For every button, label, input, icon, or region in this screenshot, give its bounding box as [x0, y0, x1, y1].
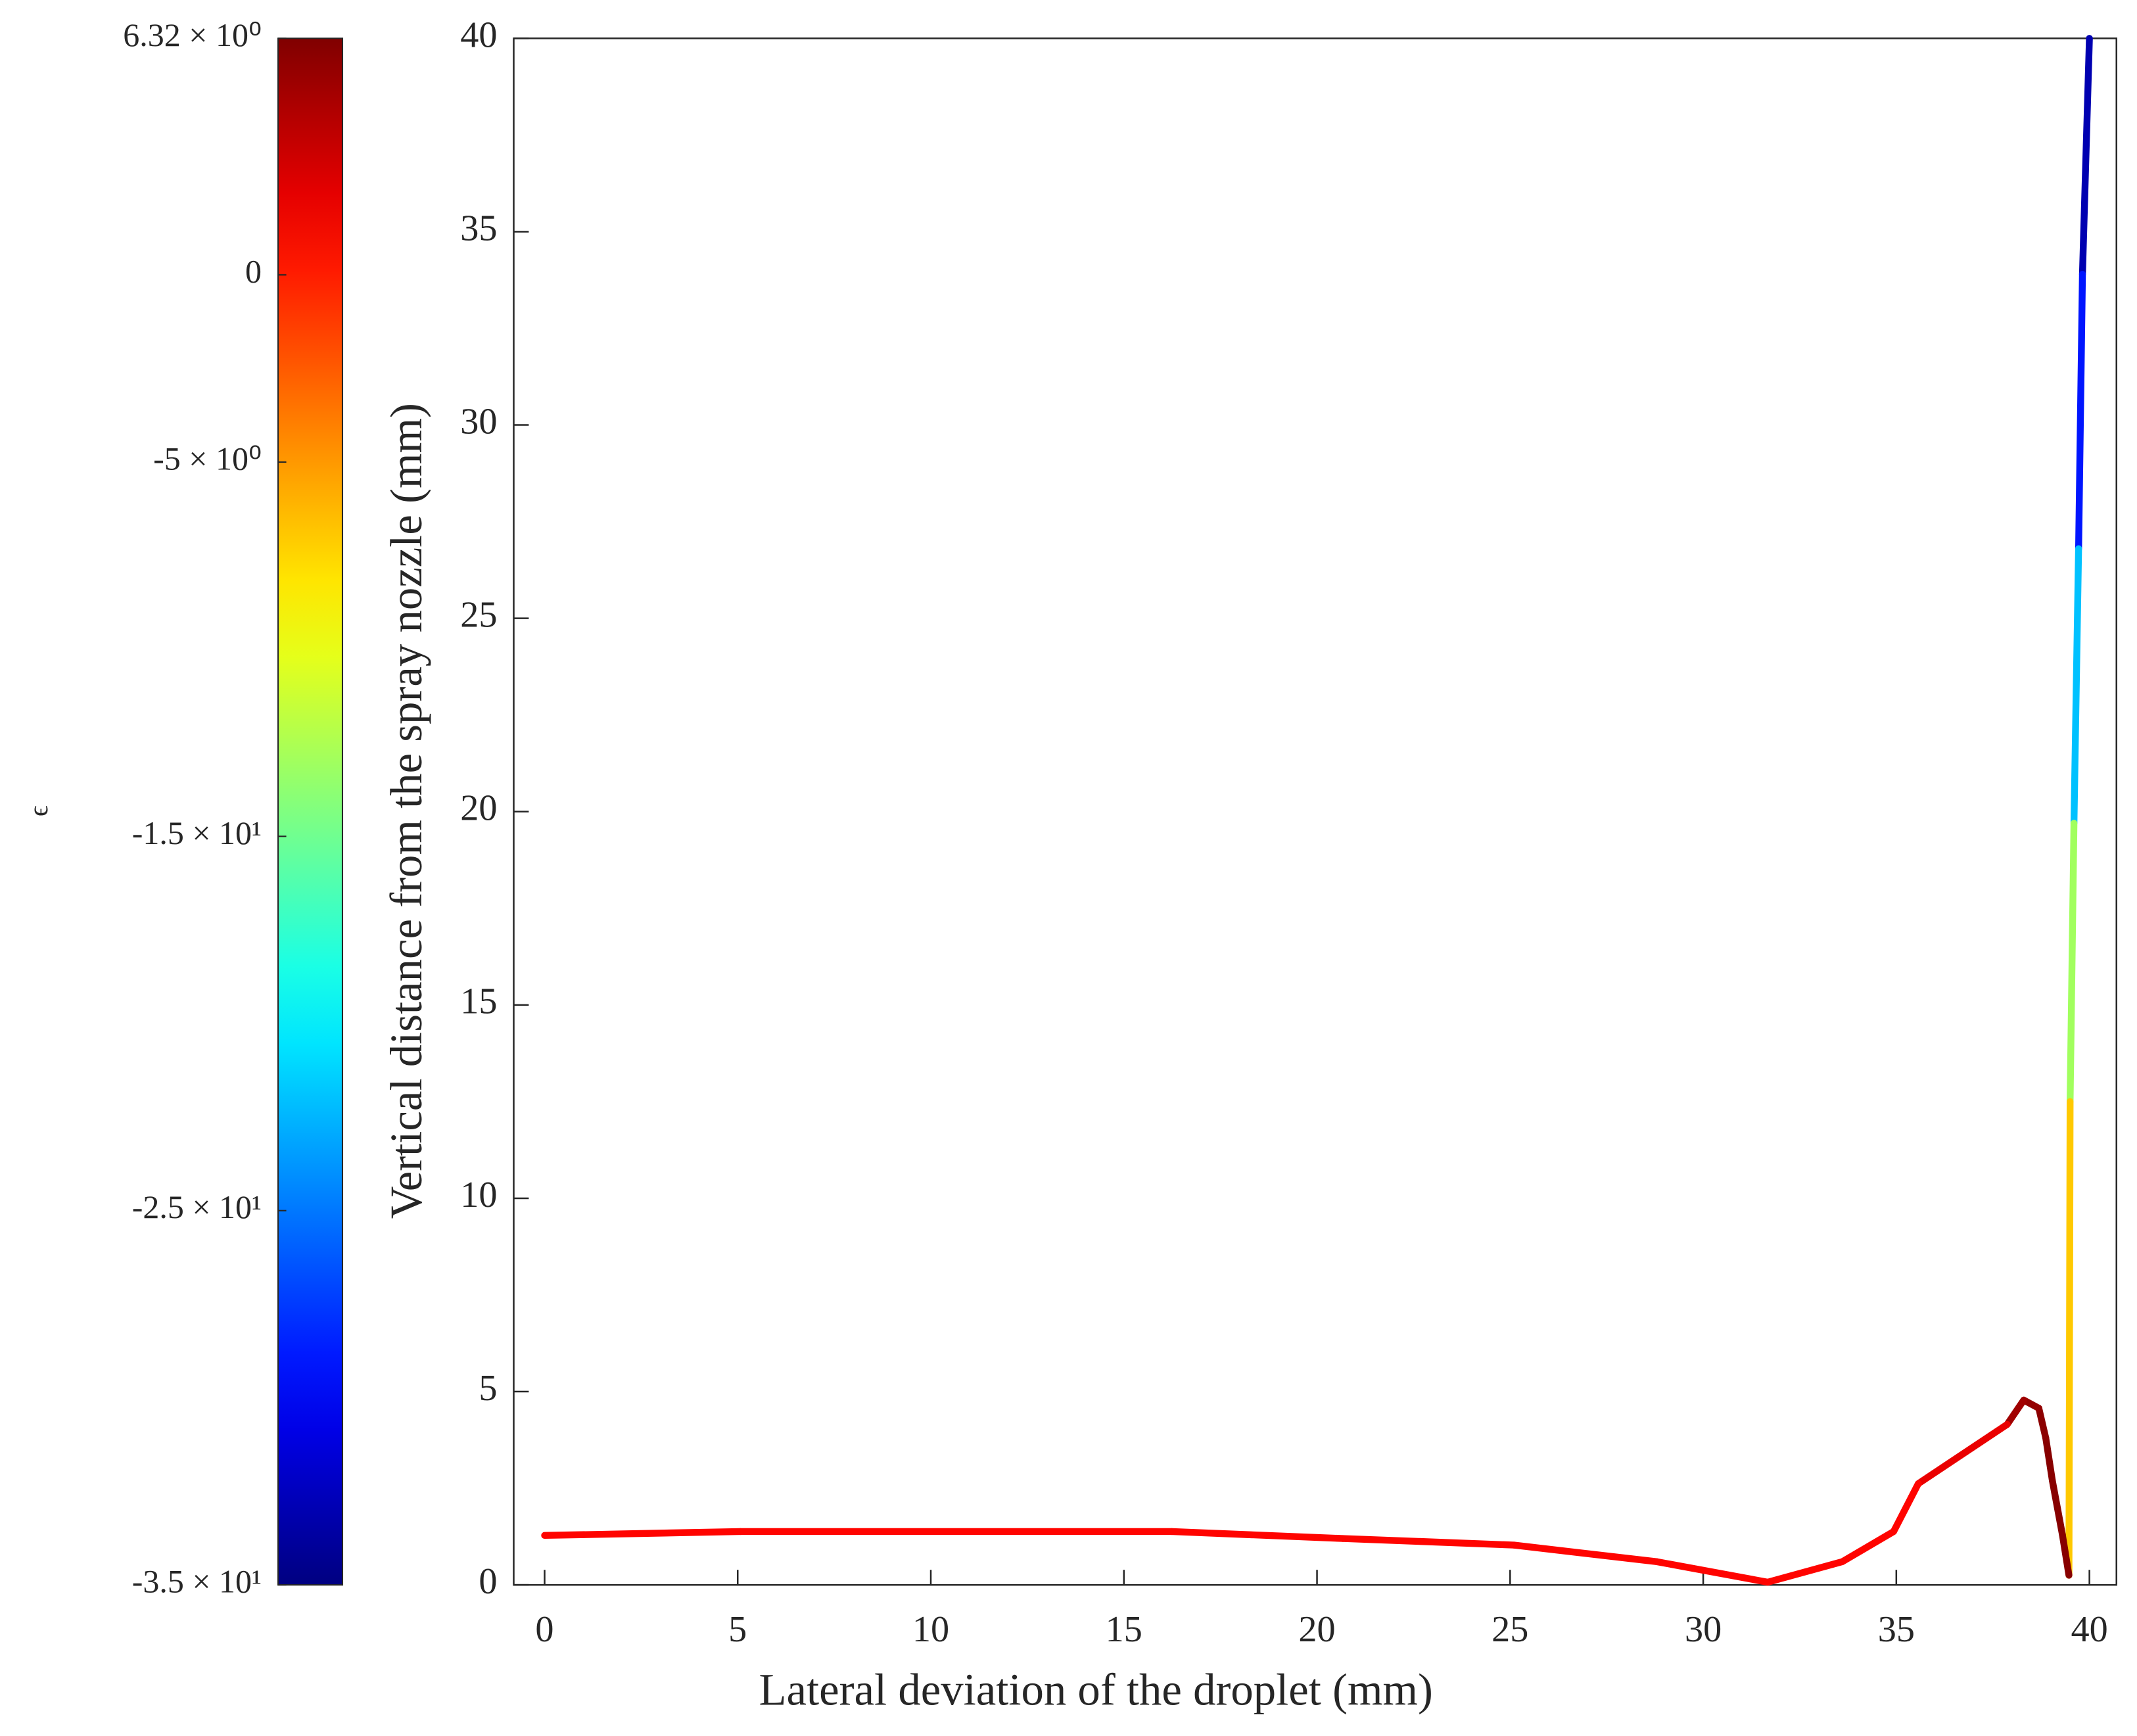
trajectory-segment — [1839, 1528, 1897, 1566]
y-tick-label: 5 — [479, 1368, 497, 1409]
y-tick-label: 0 — [479, 1561, 497, 1602]
plot-frame — [513, 37, 2117, 1586]
trajectory-segment — [2035, 1405, 2050, 1442]
y-axis-label: Vertical distance from the spray nozzle … — [381, 403, 431, 1219]
trajectory-segment — [1764, 1558, 1846, 1586]
x-tick-label: 10 — [912, 1609, 949, 1650]
x-tick-label: 25 — [1491, 1609, 1528, 1650]
x-tick-label: 20 — [1298, 1609, 1335, 1650]
trajectory-segment — [2067, 820, 2078, 1106]
x-axis-label: Lateral deviation of the droplet (mm) — [759, 1665, 1432, 1715]
trajectory-segment — [1339, 1535, 1518, 1549]
trajectory-segment — [2065, 1098, 2074, 1579]
trajectory-segment — [2078, 35, 2093, 278]
trajectory-segment — [2004, 1396, 2027, 1428]
trajectory-segment — [1890, 1480, 1922, 1536]
colorbar-tick-label: -5 × 10⁰ — [153, 440, 262, 477]
x-tick-label: 40 — [2071, 1609, 2107, 1650]
y-tick-label: 10 — [460, 1175, 497, 1215]
x-tick-label: 35 — [1878, 1609, 1915, 1650]
trajectory-segment — [2042, 1434, 2056, 1484]
y-tick-label: 35 — [460, 208, 497, 248]
trajectory-segment — [2075, 270, 2086, 552]
trajectory-segment — [1168, 1528, 1347, 1542]
colorbar-tick-label: 0 — [245, 253, 262, 290]
y-tick-label: 30 — [460, 401, 497, 442]
colorbar-tick-label: -3.5 × 10¹ — [132, 1563, 262, 1600]
x-tick-label: 5 — [728, 1609, 747, 1650]
trajectory-segment — [2070, 545, 2082, 827]
trajectory-segment — [1915, 1420, 2011, 1488]
colorbar — [277, 37, 344, 1586]
y-tick-label: 40 — [460, 14, 497, 55]
trajectory-segment — [2048, 1477, 2066, 1538]
y-tick-label: 15 — [460, 981, 497, 1022]
trajectory-segment — [1510, 1541, 1660, 1566]
y-tick-label: 20 — [460, 788, 497, 829]
colorbar-label: ϵ — [24, 805, 54, 816]
trajectory-segment — [541, 1528, 744, 1539]
colorbar-tick-label: -1.5 × 10¹ — [132, 814, 262, 851]
x-tick-label: 30 — [1685, 1609, 1722, 1650]
x-tick-label: 15 — [1106, 1609, 1142, 1650]
x-tick-label: 0 — [535, 1609, 553, 1650]
colorbar-tick-label: 6.32 × 10⁰ — [123, 16, 262, 53]
colorbar-tick-label: -2.5 × 10¹ — [132, 1188, 262, 1225]
trajectory-segment — [2059, 1531, 2073, 1579]
trajectory-segment — [1653, 1558, 1772, 1586]
y-tick-label: 25 — [460, 595, 497, 636]
